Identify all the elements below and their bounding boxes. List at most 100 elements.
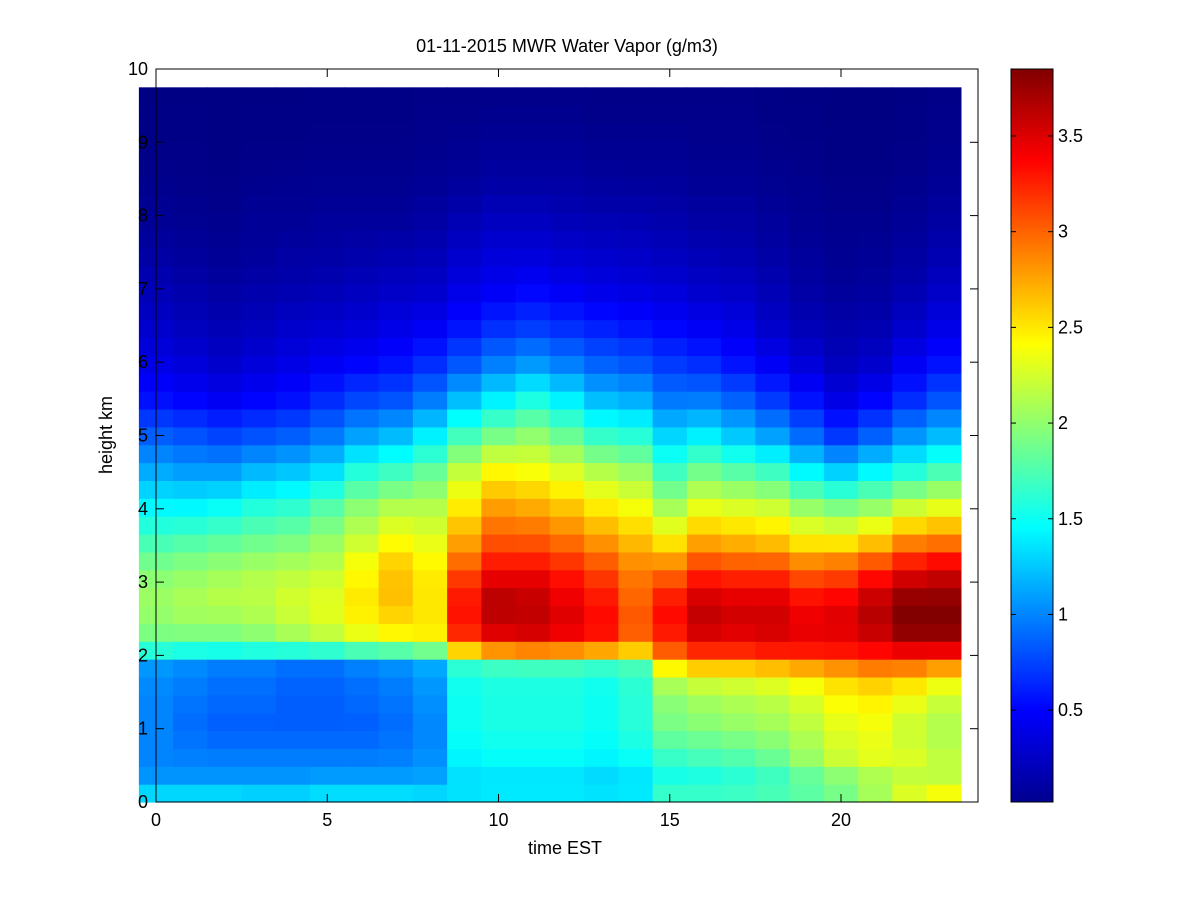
heatmap-cell xyxy=(652,265,688,285)
heatmap-cell xyxy=(618,676,654,696)
heatmap-cell xyxy=(823,516,859,535)
heatmap-cell xyxy=(892,623,928,642)
heatmap-cell xyxy=(241,212,277,231)
heatmap-cell xyxy=(721,212,756,231)
heatmap-cell xyxy=(858,569,893,589)
heatmap-cell xyxy=(207,694,243,714)
heatmap-cell xyxy=(686,301,722,321)
heatmap-cell xyxy=(652,391,688,410)
heatmap-cell xyxy=(721,426,756,446)
heatmap-cell xyxy=(241,730,277,749)
heatmap-cell xyxy=(892,748,928,767)
heatmap-cell xyxy=(481,659,517,678)
heatmap-cell xyxy=(447,248,482,267)
heatmap-cell xyxy=(789,498,825,517)
heatmap-cell xyxy=(378,444,414,464)
heatmap-cell xyxy=(207,408,243,428)
heatmap-cell xyxy=(310,230,345,249)
heatmap-cell xyxy=(447,319,482,339)
heatmap-cell xyxy=(618,605,654,624)
heatmap-cell xyxy=(686,587,722,607)
heatmap-cell xyxy=(412,426,448,446)
heatmap-cell xyxy=(344,444,380,464)
heatmap-cell xyxy=(823,301,859,321)
heatmap-cell xyxy=(447,623,482,642)
heatmap-cell xyxy=(447,355,482,374)
heatmap-cell xyxy=(652,176,688,196)
heatmap-cell xyxy=(207,766,243,785)
heatmap-cell xyxy=(584,498,619,517)
heatmap-cell xyxy=(755,123,791,142)
heatmap-cell xyxy=(823,766,859,785)
heatmap-cell xyxy=(207,87,243,106)
heatmap-cell xyxy=(310,587,345,607)
heatmap-cell xyxy=(789,391,825,410)
heatmap-cell xyxy=(652,337,688,356)
heatmap-cell xyxy=(721,551,756,571)
heatmap-cell xyxy=(789,319,825,339)
heatmap-cell xyxy=(584,641,619,660)
heatmap-cell xyxy=(686,408,722,428)
y-axis-label: height km xyxy=(96,396,116,474)
heatmap-cell xyxy=(721,694,756,714)
heatmap-cell xyxy=(721,265,756,285)
heatmap-cell xyxy=(549,337,585,356)
heatmap-cell xyxy=(481,587,517,607)
heatmap-cell xyxy=(686,158,722,178)
heatmap-cell xyxy=(926,123,962,142)
heatmap-cell xyxy=(721,105,756,124)
heatmap-cell xyxy=(652,408,688,428)
heatmap-cell xyxy=(515,784,551,803)
heatmap-cell xyxy=(412,194,448,213)
heatmap-cell xyxy=(584,462,619,481)
heatmap-cell xyxy=(412,516,448,535)
heatmap-cell xyxy=(481,480,517,499)
heatmap-cell xyxy=(686,605,722,624)
heatmap-cell xyxy=(686,319,722,339)
heatmap-cell xyxy=(310,248,345,267)
heatmap-cell xyxy=(207,462,243,481)
heatmap-cell xyxy=(755,212,791,231)
y-tick-label: 7 xyxy=(138,279,148,299)
heatmap-cell xyxy=(549,176,585,196)
heatmap-cell xyxy=(275,730,311,749)
heatmap-cell xyxy=(652,355,688,374)
colorbar-tick-label: 3 xyxy=(1058,222,1068,242)
heatmap-cell xyxy=(241,265,277,285)
heatmap-cell xyxy=(310,158,345,178)
heatmap-cell xyxy=(755,748,791,767)
heatmap-cell xyxy=(823,194,859,213)
y-tick-label: 5 xyxy=(138,426,148,446)
heatmap-cell xyxy=(926,373,962,392)
y-tick-label: 3 xyxy=(138,572,148,592)
heatmap-cell xyxy=(378,283,414,303)
heatmap-cell xyxy=(344,676,380,696)
heatmap-cell xyxy=(584,623,619,642)
heatmap-cell xyxy=(892,766,928,785)
heatmap-cell xyxy=(378,676,414,696)
heatmap-cell xyxy=(584,444,619,464)
heatmap-cell xyxy=(892,712,928,732)
heatmap-cell xyxy=(686,426,722,446)
heatmap-cell xyxy=(755,230,791,249)
heatmap-cell xyxy=(584,176,619,196)
heatmap-cell xyxy=(481,105,517,124)
heatmap-cell xyxy=(721,676,756,696)
heatmap-cell xyxy=(447,105,482,124)
heatmap-cell xyxy=(549,659,585,678)
heatmap-cell xyxy=(173,551,208,571)
heatmap-cell xyxy=(789,605,825,624)
heatmap-cell xyxy=(652,105,688,124)
heatmap-cell xyxy=(412,319,448,339)
heatmap-cell xyxy=(481,373,517,392)
heatmap-cell xyxy=(584,605,619,624)
heatmap-cell xyxy=(412,748,448,767)
heatmap-cell xyxy=(310,301,345,321)
heatmap-cell xyxy=(310,408,345,428)
heatmap-cell xyxy=(344,194,380,213)
heatmap-cell xyxy=(173,444,208,464)
heatmap-cell xyxy=(549,408,585,428)
heatmap-cell xyxy=(344,569,380,589)
heatmap-cell xyxy=(447,408,482,428)
heatmap-cell xyxy=(549,784,585,803)
